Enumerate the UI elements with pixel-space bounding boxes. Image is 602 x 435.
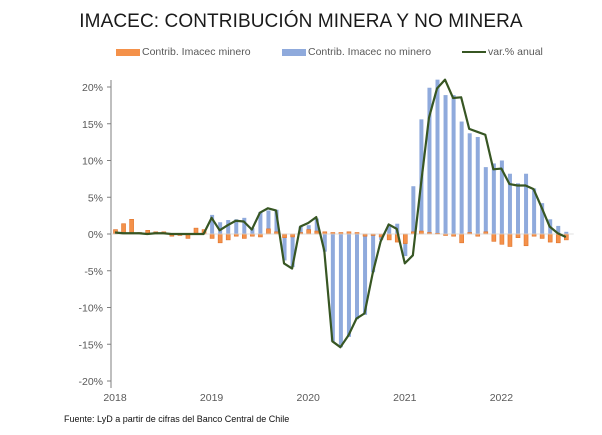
bar-no-minero <box>250 228 255 234</box>
bar-minero <box>499 233 505 245</box>
bar-no-minero <box>451 95 456 235</box>
bar-minero <box>402 233 408 244</box>
source-note: Fuente: LyD a partir de cifras del Banco… <box>64 414 290 424</box>
bar-no-minero <box>427 87 432 234</box>
bar-no-minero <box>443 95 448 235</box>
x-tick-label: 2018 <box>103 392 127 404</box>
bar-no-minero <box>363 234 368 315</box>
bar-no-minero <box>532 188 537 234</box>
x-tick-label: 2020 <box>297 392 321 404</box>
legend-item-var-anual: var.% anual <box>462 46 543 58</box>
bar-minero <box>290 233 295 238</box>
bar-no-minero <box>403 234 408 257</box>
legend-swatch-var-anual <box>462 51 486 53</box>
x-tick-label: 2019 <box>200 392 224 404</box>
bar-minero <box>282 233 287 238</box>
bar-minero <box>523 233 529 247</box>
bar-minero <box>386 233 392 241</box>
bar-minero <box>209 233 215 239</box>
legend-swatch-no-minero <box>282 48 306 56</box>
bar-no-minero <box>516 183 520 234</box>
bar-no-minero <box>491 163 496 234</box>
bar-no-minero <box>210 214 215 234</box>
bar-no-minero <box>540 203 545 234</box>
legend-item-minero: Contrib. Imacec minero <box>116 46 251 58</box>
y-tick-label: -20% <box>78 376 103 388</box>
bar-no-minero <box>355 234 359 320</box>
bar-no-minero <box>258 211 263 234</box>
bar-minero <box>459 233 464 244</box>
x-tick-label: 2021 <box>393 392 417 404</box>
bar-no-minero <box>226 220 231 234</box>
legend-swatch-minero <box>116 48 140 56</box>
bar-no-minero <box>564 231 569 234</box>
y-tick-label: 10% <box>82 156 103 168</box>
bar-no-minero <box>338 234 343 348</box>
bar-no-minero <box>459 121 464 234</box>
bar-no-minero <box>242 217 247 234</box>
bar-no-minero <box>483 167 488 234</box>
bar-minero <box>515 233 521 238</box>
bar-no-minero <box>330 234 335 342</box>
bar-no-minero <box>298 226 303 234</box>
bar-no-minero <box>282 234 287 261</box>
bar-no-minero <box>475 136 480 234</box>
legend-item-no-minero: Contrib. Imacec no minero <box>282 46 431 58</box>
y-tick-label: -15% <box>78 339 103 351</box>
x-axis: 2018 2019 2020 2021 2022 <box>103 392 513 404</box>
series-no-minero <box>210 79 569 348</box>
bar-no-minero <box>524 173 529 234</box>
bar-minero <box>539 233 545 239</box>
bar-minero <box>547 233 553 243</box>
bar-no-minero <box>499 160 504 234</box>
bar-no-minero <box>556 225 561 234</box>
bar-minero <box>242 233 247 239</box>
bar-no-minero <box>371 234 376 273</box>
bar-minero <box>306 229 312 235</box>
legend-label-no-minero: Contrib. Imacec no minero <box>308 46 432 58</box>
y-axis: 20% 15% 10% 5% 0% -5% -10% -15% -20% <box>78 80 112 388</box>
bar-no-minero <box>218 222 223 234</box>
bar-minero <box>129 219 134 235</box>
series-var-anual <box>114 78 567 349</box>
y-tick-label: 15% <box>82 119 103 131</box>
bar-no-minero <box>387 224 392 234</box>
bar-minero <box>491 233 497 242</box>
y-tick-label: 5% <box>88 192 103 204</box>
bar-no-minero <box>411 186 416 234</box>
bar-minero <box>225 233 231 241</box>
legend: Contrib. Imacec minero Contrib. Imacec n… <box>0 46 602 62</box>
bar-minero <box>258 233 263 238</box>
bar-no-minero <box>290 234 295 268</box>
chart-title: IMACEC: CONTRIBUCIÓN MINERA Y NO MINERA <box>79 11 523 32</box>
x-tick-label: 2022 <box>490 392 514 404</box>
y-tick-label: 0% <box>88 229 103 241</box>
y-tick-label: -10% <box>78 303 103 315</box>
y-tick-label: 20% <box>82 82 103 94</box>
bar-minero <box>266 228 271 235</box>
bar-no-minero <box>346 234 351 337</box>
legend-label-var-anual: var.% anual <box>488 46 543 58</box>
bar-no-minero <box>266 210 271 234</box>
bar-no-minero <box>435 79 440 235</box>
bar-minero <box>217 233 223 244</box>
y-tick-label: -5% <box>84 266 103 278</box>
bar-no-minero <box>314 218 319 234</box>
bar-no-minero <box>507 173 512 234</box>
bar-minero <box>314 230 320 235</box>
bar-minero <box>507 233 513 247</box>
bar-no-minero <box>467 133 472 234</box>
bar-no-minero <box>234 219 239 234</box>
bar-no-minero <box>322 234 327 252</box>
legend-label-minero: Contrib. Imacec minero <box>142 46 251 58</box>
bar-minero <box>419 230 424 235</box>
bar-no-minero <box>274 209 279 234</box>
